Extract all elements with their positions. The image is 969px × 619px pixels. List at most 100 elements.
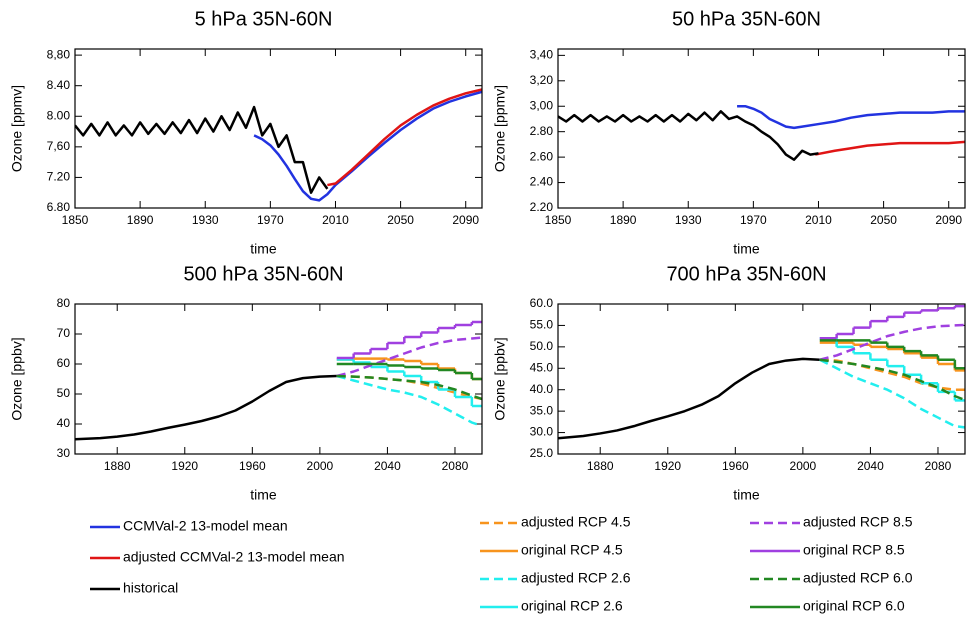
x-tick-label: 2050: [387, 213, 414, 227]
panel-title: 700 hPa 35N-60N: [666, 263, 826, 285]
plot-area: [75, 88, 482, 202]
legend-label: adjusted RCP 6.0: [803, 570, 913, 586]
y-tick-label: 50: [57, 386, 71, 400]
x-axis-label: time: [250, 241, 277, 257]
y-tick-label: 30: [57, 446, 71, 460]
y-tick-label: 7.20: [47, 170, 71, 184]
series-line: [819, 358, 965, 402]
x-tick-label: 2000: [307, 459, 334, 473]
series-line: [819, 358, 965, 429]
y-tick-label: 60.0: [530, 296, 554, 310]
legend-label: original RCP 6.0: [803, 598, 905, 614]
y-tick-label: 45.0: [530, 360, 554, 374]
x-tick-label: 1930: [675, 213, 702, 227]
x-tick-label: 1970: [257, 213, 284, 227]
x-tick-label: 1880: [104, 459, 131, 473]
x-tick-label: 1920: [171, 459, 198, 473]
plot-area: [558, 104, 965, 161]
x-tick-label: 2090: [935, 213, 962, 227]
y-tick-label: 2.80: [530, 124, 554, 138]
legend-label: original RCP 4.5: [521, 542, 623, 558]
x-tick-label: 1850: [62, 213, 89, 227]
x-tick-label: 1850: [545, 213, 572, 227]
x-tick-label: 2010: [322, 213, 349, 227]
y-tick-label: 8,80: [47, 47, 71, 61]
legend-label: adjusted RCP 4.5: [521, 514, 631, 530]
x-axis-label: time: [733, 241, 760, 257]
y-tick-label: 2.20: [530, 200, 554, 214]
legend-label: original RCP 8.5: [803, 542, 905, 558]
y-tick-label: 8.40: [47, 78, 71, 92]
series-line: [819, 358, 965, 391]
plot-frame: [74, 48, 483, 209]
x-tick-label: 1920: [654, 459, 681, 473]
plot-frame: [557, 48, 966, 209]
y-tick-label: 8.00: [47, 108, 71, 122]
series-line: [327, 88, 482, 187]
series-line: [75, 374, 337, 441]
series-line: [253, 90, 482, 202]
legend-label: adjusted RCP 8.5: [803, 514, 913, 530]
plot-frame: [74, 303, 483, 455]
y-tick-label: 30.0: [530, 425, 554, 439]
x-tick-label: 2000: [790, 459, 817, 473]
y-tick-label: 50.0: [530, 339, 554, 353]
x-tick-label: 2010: [805, 213, 832, 227]
y-tick-label: 80: [57, 296, 71, 310]
series-line: [558, 357, 820, 440]
panel-title: 50 hPa 35N-60N: [672, 8, 821, 30]
y-axis-label: Ozone [ppmv]: [9, 85, 25, 172]
x-tick-label: 1880: [587, 459, 614, 473]
x-tick-label: 2080: [925, 459, 952, 473]
x-tick-label: 2090: [452, 213, 479, 227]
y-tick-label: 70: [57, 326, 71, 340]
plot-area: [558, 304, 965, 440]
y-tick-label: 2.60: [530, 149, 554, 163]
series-line: [558, 110, 819, 161]
x-tick-label: 1970: [740, 213, 767, 227]
x-tick-label: 2040: [857, 459, 884, 473]
y-axis-label: Ozone [ppbv]: [492, 337, 508, 420]
y-tick-label: 40.0: [530, 382, 554, 396]
y-tick-label: 3,00: [530, 98, 554, 112]
y-axis-label: Ozone [ppbv]: [9, 337, 25, 420]
panel-title: 5 hPa 35N-60N: [195, 8, 333, 30]
x-tick-label: 1890: [610, 213, 637, 227]
x-tick-label: 2080: [442, 459, 469, 473]
x-tick-label: 1960: [722, 459, 749, 473]
plot-frame: [557, 303, 966, 455]
series-line: [336, 336, 482, 378]
y-tick-label: 2.40: [530, 175, 554, 189]
x-axis-label: time: [733, 487, 760, 503]
plot-area: [75, 320, 482, 441]
legend-label: historical: [123, 580, 178, 596]
series-line: [737, 104, 965, 130]
y-tick-label: 35.0: [530, 403, 554, 417]
panel-title: 500 hPa 35N-60N: [183, 263, 343, 285]
series-line: [819, 323, 965, 361]
y-tick-label: 6.80: [47, 200, 71, 214]
x-tick-label: 1960: [239, 459, 266, 473]
y-tick-label: 3,40: [530, 48, 554, 62]
x-axis-label: time: [250, 487, 277, 503]
y-tick-label: 7,60: [47, 139, 71, 153]
y-tick-label: 25.0: [530, 446, 554, 460]
legend-label: CCMVal-2 13-model mean: [123, 518, 288, 534]
legend-label: adjusted RCP 2.6: [521, 570, 631, 586]
series-line: [814, 140, 965, 156]
x-tick-label: 1930: [192, 213, 219, 227]
x-tick-label: 1890: [127, 213, 154, 227]
x-tick-label: 2050: [870, 213, 897, 227]
series-line: [75, 105, 329, 194]
y-axis-label: Ozone [ppmv]: [492, 85, 508, 172]
series-line: [336, 374, 482, 428]
x-tick-label: 2040: [374, 459, 401, 473]
y-tick-label: 55.0: [530, 318, 554, 332]
legend-label: adjusted CCMVal-2 13-model mean: [123, 549, 345, 565]
legend-label: original RCP 2.6: [521, 598, 623, 614]
y-tick-label: 3,20: [530, 73, 554, 87]
series-line: [336, 374, 482, 401]
y-tick-label: 40: [57, 416, 71, 430]
y-tick-label: 60: [57, 356, 71, 370]
